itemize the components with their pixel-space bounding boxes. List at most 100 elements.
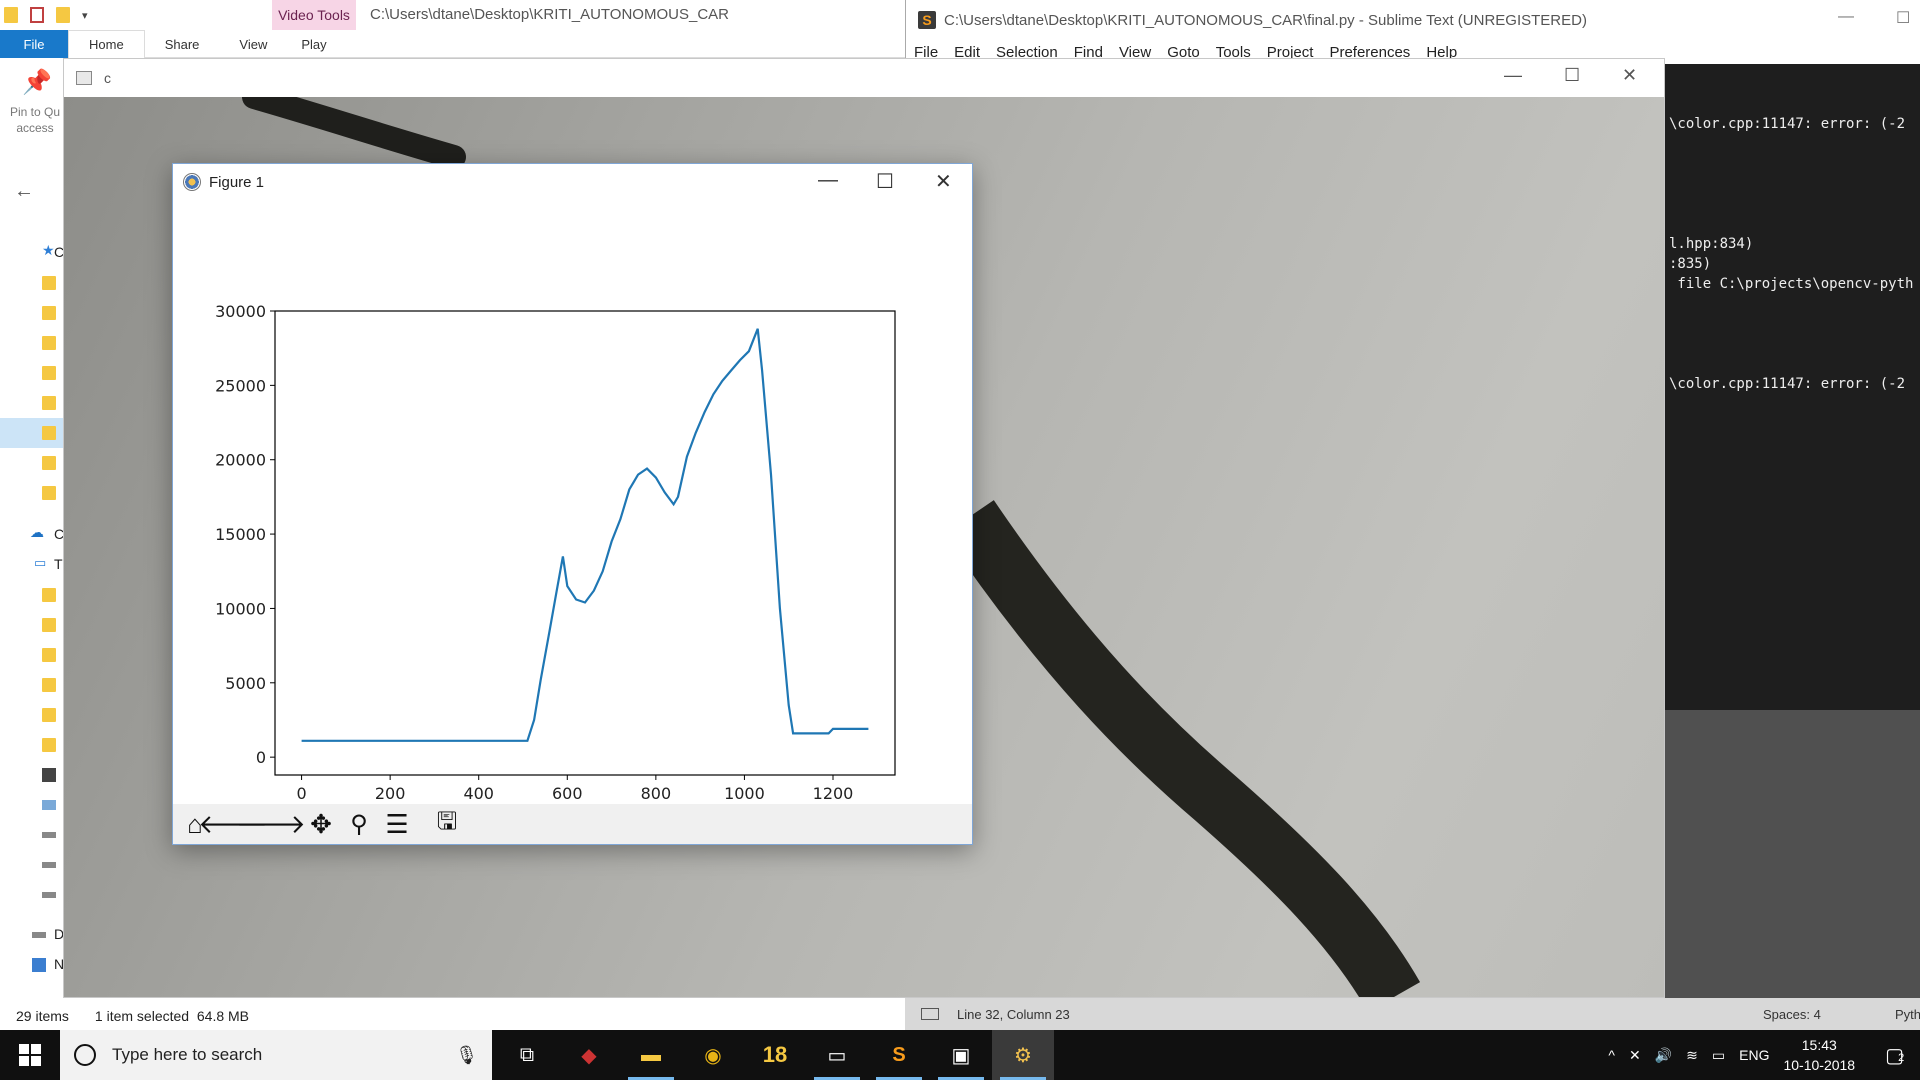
tab-file[interactable]: File xyxy=(0,30,68,58)
pin-to-quick-access-button[interactable]: 📌 Pin to Qu access xyxy=(6,70,64,136)
chevron-down-icon[interactable]: ▾ xyxy=(82,9,88,22)
nav-item[interactable] xyxy=(0,580,64,610)
properties-icon[interactable] xyxy=(30,7,44,23)
nav-item[interactable]: ▭ T xyxy=(34,555,63,572)
panel-icon[interactable] xyxy=(921,1008,939,1020)
nav-item[interactable]: N xyxy=(0,950,64,980)
tab-home[interactable]: Home xyxy=(68,30,145,58)
pin-icon: 📌 xyxy=(22,69,52,96)
taskbar-search[interactable]: Type here to search 🎙 xyxy=(60,1030,492,1080)
start-button[interactable] xyxy=(0,1030,60,1080)
taskbar-app-18[interactable]: 18 xyxy=(744,1030,806,1080)
nav-item[interactable] xyxy=(0,328,64,358)
y-tick-label: 5000 xyxy=(225,674,266,693)
nav-item[interactable] xyxy=(0,268,64,298)
minimize-icon[interactable]: — xyxy=(1838,8,1854,25)
computer-icon: ▭ xyxy=(34,555,47,570)
nav-item[interactable] xyxy=(0,610,64,640)
predator-icon: ◆ xyxy=(581,1044,597,1067)
volume-icon[interactable]: 🔊 xyxy=(1654,1046,1673,1063)
minimize-icon[interactable]: — xyxy=(1504,65,1522,85)
task-view-button[interactable]: ⧉ xyxy=(496,1030,558,1080)
folder-icon[interactable] xyxy=(4,7,18,23)
minimize-icon[interactable]: — xyxy=(818,169,838,191)
nav-item[interactable]: D xyxy=(0,920,64,950)
quick-access-toolbar: ▾ xyxy=(0,0,88,30)
nav-item[interactable] xyxy=(0,850,64,880)
close-icon[interactable]: ✕ xyxy=(1622,65,1638,85)
nav-item[interactable] xyxy=(0,358,64,388)
wifi-icon[interactable]: ≋ xyxy=(1686,1046,1698,1063)
forward-icon[interactable]: 🡒 xyxy=(236,808,306,839)
console-output[interactable]: \color.cpp:11147: error: (-2 l.hpp:834) … xyxy=(1665,64,1920,710)
taskbar-app-sublime[interactable]: S xyxy=(868,1030,930,1080)
tab-play[interactable]: Play xyxy=(301,36,327,52)
nav-item[interactable] xyxy=(0,760,64,790)
save-icon[interactable]: 🖫 xyxy=(436,807,458,835)
taskbar-app-terminal[interactable]: ▭ xyxy=(806,1030,868,1080)
x-tick-label: 1200 xyxy=(813,784,854,800)
menu-file[interactable]: File xyxy=(914,43,939,61)
taskbar-app-file-explorer[interactable]: ▬ xyxy=(620,1030,682,1080)
system-tray: ^ ✕ 🔊 ≋ ▭ ENG 15:43 10-10-2018 ▢ 2 xyxy=(1608,1030,1920,1080)
x-tick-label: 1000 xyxy=(724,784,765,800)
configure-icon[interactable]: ☰ xyxy=(385,808,409,839)
nav-item[interactable] xyxy=(0,790,64,820)
tab-share[interactable]: Share xyxy=(164,36,200,52)
menu-goto[interactable]: Goto xyxy=(1167,43,1200,61)
nav-item[interactable] xyxy=(0,820,64,850)
new-folder-icon[interactable] xyxy=(56,7,70,23)
microphone-icon[interactable]: 🎙 xyxy=(455,1044,478,1065)
nav-item[interactable]: ★ C xyxy=(42,242,65,260)
nav-item[interactable] xyxy=(0,388,64,418)
sublime-window-title: C:\Users\dtane\Desktop\KRITI_AUTONOMOUS_… xyxy=(944,11,1587,29)
battery-icon[interactable]: ▭ xyxy=(1711,1046,1726,1063)
taskbar-app-camera[interactable]: ▣ xyxy=(930,1030,992,1080)
close-icon[interactable]: ✕ xyxy=(935,171,952,193)
menu-tools[interactable]: Tools xyxy=(1215,43,1251,61)
drive-icon xyxy=(42,800,56,810)
x-axis: 0 200 400 600 800 1000 1200 xyxy=(296,775,853,800)
video-tools-tab[interactable]: Video Tools xyxy=(272,0,356,30)
nav-item[interactable] xyxy=(0,478,64,508)
taskbar-app-predator[interactable]: ◆ xyxy=(558,1030,620,1080)
chevron-up-icon[interactable]: ^ xyxy=(1608,1047,1615,1063)
menu-help[interactable]: Help xyxy=(1426,43,1458,61)
menu-preferences[interactable]: Preferences xyxy=(1329,43,1411,61)
nav-item[interactable] xyxy=(0,670,64,700)
notifications-button[interactable]: ▢ 2 xyxy=(1885,1043,1904,1068)
maximize-icon[interactable]: ☐ xyxy=(1564,65,1581,85)
taskbar-app-chrome[interactable]: ◉ xyxy=(682,1030,744,1080)
back-arrow-icon[interactable]: ← xyxy=(14,180,34,202)
home-icon[interactable]: ⌂ xyxy=(187,808,203,839)
menu-find[interactable]: Find xyxy=(1073,43,1103,61)
maximize-icon[interactable]: ☐ xyxy=(1896,10,1911,27)
drive-icon xyxy=(42,862,56,868)
syntax-setting[interactable]: Pyth xyxy=(1895,1006,1920,1022)
nav-item[interactable] xyxy=(0,298,64,328)
pan-icon[interactable]: ✥ xyxy=(310,808,332,839)
menu-project[interactable]: Project xyxy=(1266,43,1314,61)
indentation-setting[interactable]: Spaces: 4 xyxy=(1763,1006,1821,1022)
defender-icon[interactable]: ✕ xyxy=(1628,1046,1641,1063)
language-indicator[interactable]: ENG xyxy=(1739,1047,1770,1063)
x-tick-label: 800 xyxy=(641,784,672,800)
nav-item-selected[interactable] xyxy=(0,418,64,448)
menu-view[interactable]: View xyxy=(1118,43,1152,61)
taskbar: Type here to search 🎙 ⧉ ◆ ▬ ◉ 18 ▭ S ▣ ⚙… xyxy=(0,1030,1920,1080)
clock[interactable]: 15:43 10-10-2018 xyxy=(1783,1035,1855,1075)
zoom-icon[interactable]: ⚲ xyxy=(350,810,368,838)
nav-item[interactable] xyxy=(0,730,64,760)
maximize-icon[interactable]: ☐ xyxy=(876,171,894,193)
nav-item[interactable]: ☁ C xyxy=(30,524,65,542)
menu-selection[interactable]: Selection xyxy=(996,43,1058,61)
tab-view[interactable]: View xyxy=(239,36,268,52)
nav-item[interactable] xyxy=(0,640,64,670)
x-tick-label: 600 xyxy=(552,784,583,800)
menu-edit[interactable]: Edit xyxy=(954,43,981,61)
pictures-icon xyxy=(42,366,56,380)
nav-item[interactable] xyxy=(0,880,64,910)
taskbar-app-python[interactable]: ⚙ xyxy=(992,1030,1054,1080)
nav-item[interactable] xyxy=(0,700,64,730)
nav-item[interactable] xyxy=(0,448,64,478)
